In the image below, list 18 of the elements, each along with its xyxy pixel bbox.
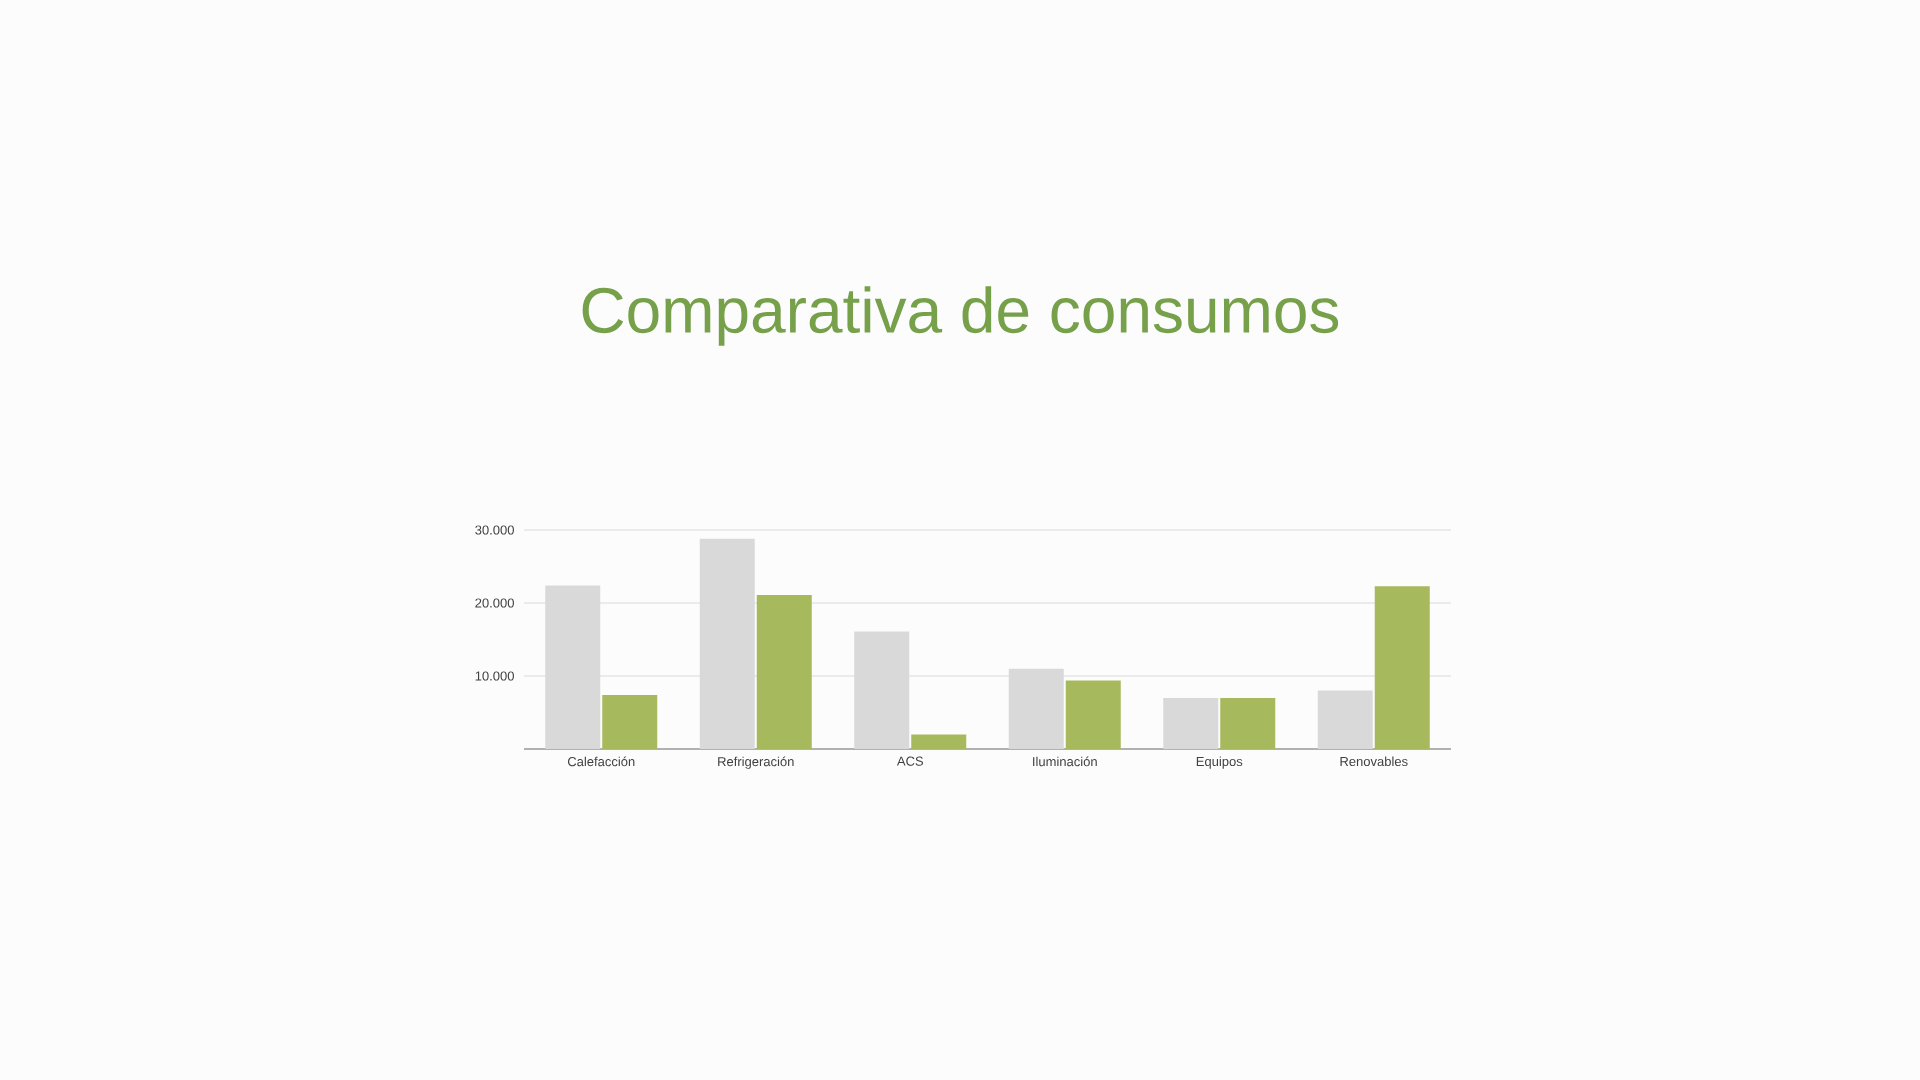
x-tick-label: Refrigeración bbox=[718, 756, 794, 769]
y-tick-label: 10.000 bbox=[475, 671, 514, 681]
bar bbox=[1374, 586, 1430, 749]
x-tick-label: Equipos bbox=[1196, 756, 1243, 769]
bar bbox=[1163, 697, 1219, 749]
x-tick-label: Calefacción bbox=[567, 756, 635, 767]
y-tick-label: 30.000 bbox=[475, 525, 514, 535]
bar bbox=[1317, 690, 1373, 749]
bar bbox=[756, 594, 812, 749]
x-tick-label: Renovables bbox=[1340, 756, 1408, 767]
x-tick-label: ACS bbox=[896, 756, 924, 766]
bar bbox=[1220, 697, 1276, 749]
x-tick-label: Iluminación bbox=[1033, 756, 1097, 767]
bar bbox=[602, 694, 658, 749]
chart-title: Comparativa de consumos bbox=[582, 286, 1339, 346]
y-tick-label: 20.000 bbox=[475, 598, 514, 608]
bar bbox=[911, 734, 967, 749]
bar bbox=[1065, 680, 1121, 749]
